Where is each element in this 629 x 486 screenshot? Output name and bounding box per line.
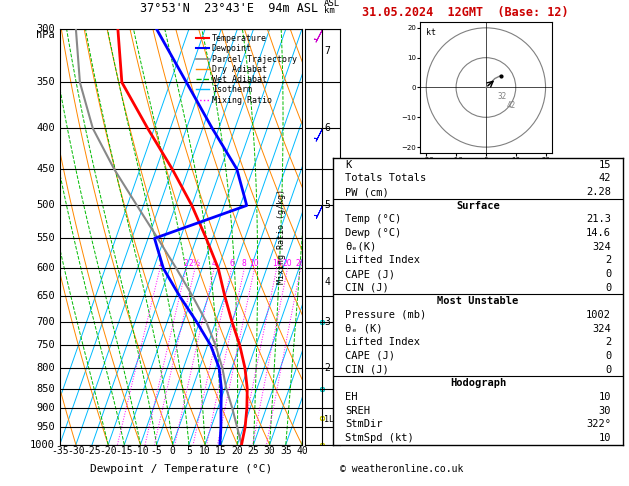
Text: 1: 1 <box>158 260 162 268</box>
Text: CIN (J): CIN (J) <box>345 364 389 375</box>
Text: Totals Totals: Totals Totals <box>345 174 426 183</box>
Text: CAPE (J): CAPE (J) <box>345 269 395 279</box>
Text: θₑ (K): θₑ (K) <box>345 324 382 333</box>
Text: SREH: SREH <box>345 405 370 416</box>
Text: 2.28: 2.28 <box>586 187 611 197</box>
Text: CAPE (J): CAPE (J) <box>345 351 395 361</box>
Text: 2: 2 <box>184 260 189 268</box>
Text: 1002: 1002 <box>586 310 611 320</box>
Text: -20: -20 <box>99 447 117 456</box>
Text: 850: 850 <box>36 383 55 394</box>
Text: 400: 400 <box>36 123 55 134</box>
Text: 32: 32 <box>498 92 507 102</box>
Text: PW (cm): PW (cm) <box>345 187 389 197</box>
Text: Surface: Surface <box>456 201 500 211</box>
Text: Dewp (°C): Dewp (°C) <box>345 228 401 238</box>
Text: 4: 4 <box>212 260 216 268</box>
Text: 5: 5 <box>186 447 192 456</box>
Text: 37°53'N  23°43'E  94m ASL: 37°53'N 23°43'E 94m ASL <box>140 2 318 16</box>
Text: 42: 42 <box>507 102 516 110</box>
Text: -5: -5 <box>151 447 162 456</box>
Text: Lifted Index: Lifted Index <box>345 337 420 347</box>
Text: 3: 3 <box>324 316 330 327</box>
Text: 800: 800 <box>36 363 55 373</box>
Text: 10: 10 <box>250 260 259 268</box>
Text: 10: 10 <box>599 433 611 443</box>
Text: -30: -30 <box>67 447 85 456</box>
Text: 8: 8 <box>242 260 247 268</box>
Text: km: km <box>324 6 335 16</box>
Text: Lifted Index: Lifted Index <box>345 255 420 265</box>
Text: 450: 450 <box>36 164 55 174</box>
Text: 0: 0 <box>605 283 611 293</box>
Text: 30: 30 <box>264 447 276 456</box>
Text: CIN (J): CIN (J) <box>345 283 389 293</box>
Text: ASL: ASL <box>324 0 340 8</box>
Text: 950: 950 <box>36 422 55 432</box>
Text: 1000: 1000 <box>30 440 55 450</box>
Text: 0: 0 <box>605 364 611 375</box>
Text: 6: 6 <box>324 123 330 134</box>
Text: 20: 20 <box>282 260 292 268</box>
Text: -25: -25 <box>83 447 101 456</box>
Text: © weatheronline.co.uk: © weatheronline.co.uk <box>340 464 463 474</box>
Text: 700: 700 <box>36 316 55 327</box>
Text: Dewpoint / Temperature (°C): Dewpoint / Temperature (°C) <box>90 464 272 474</box>
Text: 4: 4 <box>324 278 330 288</box>
Text: StmSpd (kt): StmSpd (kt) <box>345 433 414 443</box>
Text: 600: 600 <box>36 263 55 274</box>
Text: 40: 40 <box>296 447 308 456</box>
Text: 35: 35 <box>280 447 292 456</box>
Text: 7: 7 <box>324 47 330 56</box>
Text: 42: 42 <box>599 174 611 183</box>
Text: Temp (°C): Temp (°C) <box>345 214 401 225</box>
Text: -35: -35 <box>51 447 69 456</box>
Text: 324: 324 <box>593 324 611 333</box>
Text: 15: 15 <box>599 160 611 170</box>
Text: Pressure (mb): Pressure (mb) <box>345 310 426 320</box>
Text: 2: 2 <box>324 363 330 373</box>
Text: θₑ(K): θₑ(K) <box>345 242 376 252</box>
Text: 650: 650 <box>36 291 55 301</box>
Text: 10: 10 <box>199 447 211 456</box>
Text: 16: 16 <box>272 260 281 268</box>
Text: 0: 0 <box>170 447 175 456</box>
Text: -10: -10 <box>131 447 149 456</box>
Text: 322°: 322° <box>586 419 611 429</box>
Text: 300: 300 <box>36 24 55 34</box>
Text: EH: EH <box>345 392 357 402</box>
Text: 2: 2 <box>605 337 611 347</box>
Text: 1LCL: 1LCL <box>324 415 344 424</box>
Text: 21.3: 21.3 <box>586 214 611 225</box>
Text: 5: 5 <box>324 200 330 210</box>
Text: 350: 350 <box>36 77 55 87</box>
Text: 0: 0 <box>605 269 611 279</box>
Text: K: K <box>345 160 351 170</box>
Text: Most Unstable: Most Unstable <box>437 296 519 306</box>
Text: 900: 900 <box>36 403 55 413</box>
Text: 0: 0 <box>605 351 611 361</box>
Text: 2: 2 <box>605 255 611 265</box>
Text: 500: 500 <box>36 200 55 210</box>
Text: 10: 10 <box>599 392 611 402</box>
Text: kt: kt <box>426 28 437 37</box>
Text: 14.6: 14.6 <box>586 228 611 238</box>
Legend: Temperature, Dewpoint, Parcel Trajectory, Dry Adiabat, Wet Adiabat, Isotherm, Mi: Temperature, Dewpoint, Parcel Trajectory… <box>195 34 298 105</box>
Text: 2½: 2½ <box>189 260 201 268</box>
Text: 30: 30 <box>599 405 611 416</box>
Text: 20: 20 <box>231 447 243 456</box>
Text: 31.05.2024  12GMT  (Base: 12): 31.05.2024 12GMT (Base: 12) <box>362 6 568 19</box>
Text: Hodograph: Hodograph <box>450 378 506 388</box>
Text: 26: 26 <box>296 260 305 268</box>
Text: 6: 6 <box>229 260 234 268</box>
Text: 550: 550 <box>36 233 55 243</box>
Text: StmDir: StmDir <box>345 419 382 429</box>
Text: hPa: hPa <box>36 30 55 39</box>
Text: 750: 750 <box>36 340 55 350</box>
Text: -15: -15 <box>116 447 133 456</box>
Text: 15: 15 <box>215 447 227 456</box>
Text: 25: 25 <box>248 447 259 456</box>
Text: Mixing Ratio (g/kg): Mixing Ratio (g/kg) <box>277 190 286 284</box>
Text: 324: 324 <box>593 242 611 252</box>
